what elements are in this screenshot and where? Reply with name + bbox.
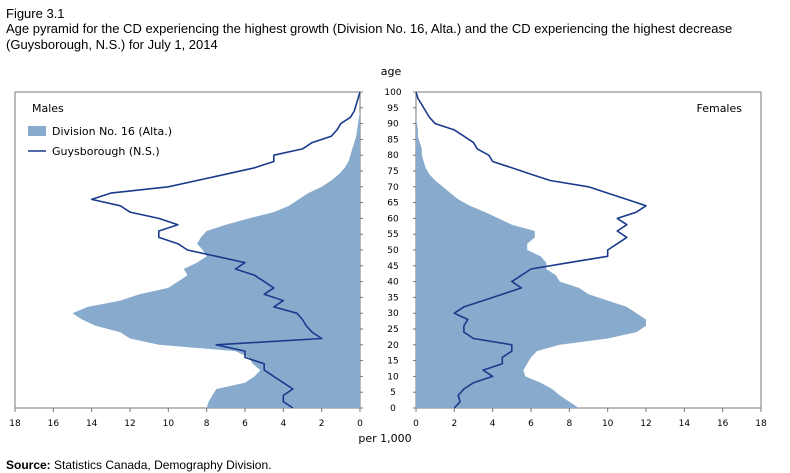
age-tick-label: 85 [387, 135, 398, 145]
males-panel: Males [14, 91, 361, 409]
age-tick-label: 20 [387, 341, 399, 351]
legend-swatch-division16 [28, 126, 46, 136]
age-axis-title: age [381, 65, 402, 78]
figure-label: Figure 3.1 [6, 6, 65, 21]
age-tick-label: 25 [387, 325, 398, 335]
males-guysborough-line [90, 91, 361, 409]
x-axis-title: per 1,000 [358, 432, 411, 445]
females-guysborough-line [415, 91, 647, 409]
x-tick-label: 6 [528, 419, 534, 429]
x-tick-label: 8 [566, 419, 572, 429]
age-tick-label: 95 [387, 104, 398, 114]
x-tick-label: 14 [679, 419, 691, 429]
age-tick-label: 5 [390, 388, 396, 398]
x-tick-label: 4 [280, 419, 286, 429]
age-tick-label: 75 [387, 167, 398, 177]
age-tick-label: 15 [387, 357, 398, 367]
age-tick-label: 0 [390, 404, 396, 414]
age-tick-label: 65 [387, 199, 398, 209]
x-tick-label: 0 [413, 419, 419, 429]
x-tick-label: 10 [602, 419, 614, 429]
source-label: Source: [6, 458, 51, 472]
x-axis-ticks: 18 16 14 12 10 8 6 4 2 0 0 2 4 6 8 10 12 14 16 18 [9, 408, 767, 429]
age-tick-label: 50 [387, 246, 399, 256]
x-tick-label: 18 [9, 419, 21, 429]
age-tick-label: 60 [387, 214, 399, 224]
females-division16-area [416, 92, 646, 408]
x-tick-label: 4 [490, 419, 496, 429]
chart-title: Age pyramid for the CD experiencing the … [6, 21, 733, 52]
age-tick-label: 90 [387, 120, 399, 130]
legend: Division No. 16 (Alta.) Guysborough (N.S… [28, 125, 172, 158]
females-panel: Females [415, 91, 762, 409]
x-tick-label: 6 [242, 419, 248, 429]
x-tick-label: 14 [86, 419, 98, 429]
x-tick-label: 12 [640, 419, 651, 429]
x-tick-label: 8 [204, 419, 210, 429]
males-division16-area [72, 92, 360, 408]
age-tick-label: 100 [384, 88, 401, 98]
x-tick-label: 12 [124, 419, 135, 429]
age-tick-label: 45 [387, 262, 398, 272]
females-label: Females [696, 102, 742, 115]
age-tick-label: 30 [387, 309, 399, 319]
age-tick-label: 40 [387, 278, 399, 288]
age-tick-label: 35 [387, 293, 398, 303]
age-axis: 1009590858075706560555045403530252015105… [360, 88, 416, 414]
source-note: Source: Statistics Canada, Demography Di… [6, 458, 271, 472]
x-tick-label: 2 [451, 419, 457, 429]
x-tick-label: 16 [48, 419, 60, 429]
x-tick-label: 18 [755, 419, 767, 429]
males-label: Males [32, 102, 64, 115]
source-text: Statistics Canada, Demography Division. [50, 458, 272, 472]
x-tick-label: 0 [357, 419, 363, 429]
legend-label-guysborough: Guysborough (N.S.) [52, 145, 160, 158]
x-tick-label: 10 [163, 419, 175, 429]
age-tick-label: 10 [387, 372, 399, 382]
x-tick-label: 2 [319, 419, 325, 429]
legend-label-division16: Division No. 16 (Alta.) [52, 125, 172, 138]
age-tick-label: 55 [387, 230, 398, 240]
x-tick-label: 16 [717, 419, 729, 429]
age-tick-label: 80 [387, 151, 399, 161]
age-tick-label: 70 [387, 183, 399, 193]
